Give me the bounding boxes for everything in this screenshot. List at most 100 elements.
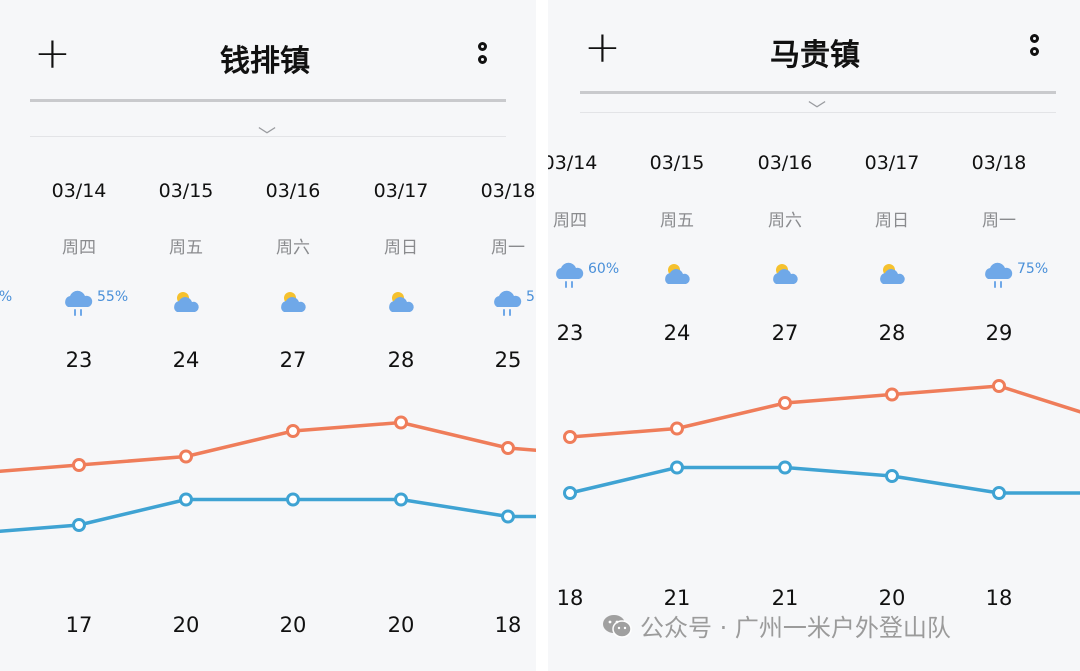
add-city-button[interactable]: + xyxy=(34,28,71,79)
high-temp-label: 28 xyxy=(878,321,906,345)
low-temp-point xyxy=(286,492,300,507)
partly-cloudy-icon xyxy=(385,288,419,318)
high-temp-label: 23 xyxy=(556,321,584,345)
more-dot-icon xyxy=(478,42,487,51)
more-options-button[interactable] xyxy=(478,42,494,68)
forecast-date: 03/18 xyxy=(480,180,536,202)
low-temp-label: 17 xyxy=(65,613,93,637)
forecast-weekday: 周一 xyxy=(982,211,1016,231)
high-temp-label: 24 xyxy=(663,321,691,345)
low-temp-point xyxy=(563,486,577,500)
forecast-panel-left: + 钱排镇 ﹀ 5% 03/14 周四 55% 23 17 03/15 周五 24 20 03/16 周六 2… xyxy=(0,0,536,671)
low-temp-label: 18 xyxy=(985,586,1013,610)
high-temp-point xyxy=(72,458,86,472)
partly-cloudy-icon xyxy=(876,260,910,290)
high-temp-point xyxy=(501,441,515,455)
high-temp-label: 29 xyxy=(985,321,1013,345)
high-temp-point xyxy=(286,424,300,438)
more-dot-icon xyxy=(1030,47,1039,56)
forecast-weekday: 周五 xyxy=(169,238,203,258)
forecast-date: 03/17 xyxy=(864,152,920,174)
forecast-weekday: 周一 xyxy=(491,238,525,258)
forecast-weekday: 周四 xyxy=(553,211,587,231)
high-temp-point xyxy=(179,449,193,464)
high-temp-label: 27 xyxy=(771,321,799,345)
forecast-weekday: 周日 xyxy=(875,211,909,231)
high-temp-label: 24 xyxy=(172,348,200,372)
precip-chance: 55% xyxy=(97,289,129,305)
high-temp-line xyxy=(569,384,1080,439)
temperature-chart xyxy=(563,379,1080,500)
precip-chance: 75% xyxy=(1017,261,1049,277)
precip-chance: 60% xyxy=(588,261,620,277)
high-temp-point xyxy=(394,415,408,430)
city-title: 马贵镇 xyxy=(770,38,860,73)
low-temp-line xyxy=(569,465,1080,495)
header-divider xyxy=(580,91,1056,94)
low-temp-label: 18 xyxy=(494,613,522,637)
low-temp-label: 18 xyxy=(556,586,584,610)
low-temp-point xyxy=(72,518,86,532)
watermark-text: 公众号 · 广州一米户外登山队 xyxy=(640,614,951,642)
low-temp-point xyxy=(501,509,515,524)
precip-chance: 5 xyxy=(526,289,535,305)
rain-icon xyxy=(63,288,97,318)
rain-icon xyxy=(554,260,588,290)
forecast-weekday: 周日 xyxy=(384,238,418,258)
more-options-button[interactable] xyxy=(1030,34,1046,60)
rain-icon xyxy=(983,260,1017,290)
partly-cloudy-icon xyxy=(170,288,204,318)
partly-cloudy-icon xyxy=(769,260,803,290)
forecast-weekday: 周四 xyxy=(62,238,96,258)
sub-divider xyxy=(580,112,1056,113)
low-temp-label: 20 xyxy=(172,613,200,637)
low-temp-point xyxy=(992,486,1006,500)
forecast-date: 03/16 xyxy=(265,180,321,202)
low-temp-point xyxy=(179,492,193,507)
low-temp-point xyxy=(778,460,792,475)
high-temp-label: 23 xyxy=(65,348,93,372)
low-temp-label: 21 xyxy=(771,586,799,610)
add-city-button[interactable]: + xyxy=(584,22,621,73)
high-temp-point xyxy=(885,387,899,402)
high-temp-point xyxy=(563,430,577,444)
low-temp-label: 20 xyxy=(387,613,415,637)
more-dot-icon xyxy=(1030,34,1039,43)
rain-icon xyxy=(492,288,526,318)
precip-chance: 5% xyxy=(0,289,13,305)
forecast-date: 03/14 xyxy=(548,152,598,174)
high-temp-label: 28 xyxy=(387,348,415,372)
more-dot-icon xyxy=(478,55,487,64)
low-temp-point xyxy=(670,460,684,475)
chevron-down-icon[interactable]: ﹀ xyxy=(808,100,826,121)
sub-divider xyxy=(30,136,506,137)
low-temp-label: 20 xyxy=(279,613,307,637)
high-temp-point xyxy=(778,396,792,410)
forecast-date: 03/15 xyxy=(649,152,705,174)
forecast-weekday: 周六 xyxy=(768,211,802,231)
forecast-date: 03/14 xyxy=(51,180,107,202)
partly-cloudy-icon xyxy=(277,288,311,318)
high-temp-point xyxy=(992,379,1006,393)
header-divider xyxy=(30,99,506,102)
temperature-chart xyxy=(0,415,536,534)
wechat-icon xyxy=(602,613,632,639)
forecast-date: 03/17 xyxy=(373,180,429,202)
forecast-weekday: 周五 xyxy=(660,211,694,231)
partly-cloudy-icon xyxy=(661,260,695,290)
low-temp-label: 21 xyxy=(663,586,691,610)
forecast-panel-right: + 马贵镇 ﹀ 03/14 周四 60% 23 18 03/15 周五 24 21 03/16 周六 27 2… xyxy=(548,0,1080,671)
low-temp-label: 20 xyxy=(878,586,906,610)
forecast-date: 03/18 xyxy=(971,152,1027,174)
forecast-date: 03/15 xyxy=(158,180,214,202)
chevron-down-icon[interactable]: ﹀ xyxy=(258,126,276,147)
low-temp-point xyxy=(394,492,408,507)
high-temp-point xyxy=(670,421,684,436)
city-title: 钱排镇 xyxy=(220,44,310,79)
high-temp-label: 25 xyxy=(494,348,522,372)
watermark: 公众号 · 广州一米户外登山队 xyxy=(602,608,951,643)
low-temp-point xyxy=(885,469,899,483)
high-temp-label: 27 xyxy=(279,348,307,372)
forecast-weekday: 周六 xyxy=(276,238,310,258)
forecast-date: 03/16 xyxy=(757,152,813,174)
